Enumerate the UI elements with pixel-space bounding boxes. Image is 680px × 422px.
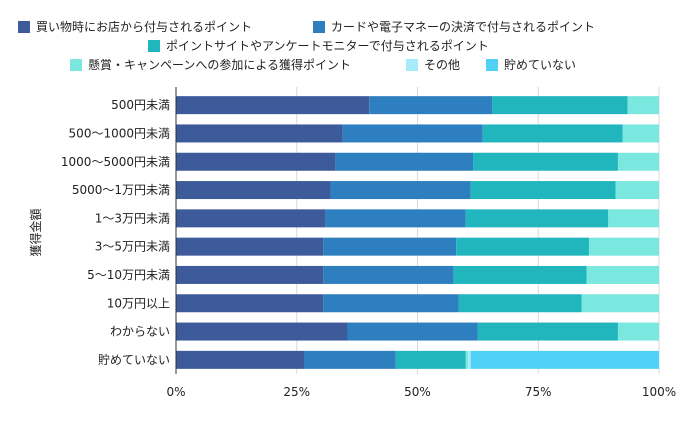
bar-segment [473,152,618,171]
bar-segment [176,322,348,341]
bar-segment [325,209,466,228]
category-label: 500円未満 [111,98,170,112]
category-label: 5000〜1万円未満 [72,183,170,197]
legend-label: ポイントサイトやアンケートモニターで付与されるポイント [166,39,489,53]
bar-segment [470,350,659,369]
bar-segment [477,322,618,341]
category-label: わからない [110,325,170,339]
bar-segment [323,294,459,313]
bar-segment [470,181,616,200]
category-label: 10万円以上 [107,296,170,310]
bar-segment [342,124,483,143]
bar-segment [303,350,396,369]
bar-segment [458,294,582,313]
legend-swatch [406,58,418,71]
bar-segment [323,265,454,284]
bar-segment [622,124,659,143]
category-label: 1〜3万円未満 [95,211,170,225]
bar-segment [176,265,324,284]
legend-item: ポイントサイトやアンケートモニターで付与されるポイント [148,37,489,54]
category-label: 500〜1000円未満 [69,126,170,140]
legend-swatch [148,39,160,52]
legend-swatch [486,58,498,71]
legend-label: 懸賞・キャンペーンへの参加による獲得ポイント [88,58,352,72]
bar-segment [465,350,469,369]
category-label: 3〜5万円未満 [95,240,170,254]
legend-label: その他 [424,58,461,72]
bar-segment [330,181,471,200]
bar-segment [456,237,589,256]
bar-segment [347,322,478,341]
bar-segment [468,350,471,369]
bar-segment [335,152,474,171]
bar-segment [586,265,659,284]
bar-segment [176,294,324,313]
bar-segment [176,152,336,171]
bar-segment [176,350,304,369]
x-tick-label: 100% [642,385,676,399]
bar-segment [176,209,326,228]
bar-segment [492,96,628,115]
x-tick-label: 0% [166,385,185,399]
legend-item: 買い物時にお店から付与されるポイント [18,18,252,35]
bar-segment [465,209,609,228]
bar-segment [588,237,659,256]
category-label: 1000〜5000円未満 [61,155,170,169]
y-axis-title: 獲得金額 [28,208,43,256]
x-tick-label: 50% [404,385,431,399]
legend-item: その他 [406,56,460,73]
bar-segment [176,124,343,143]
legend-label: 貯めていない [504,58,577,72]
bar-segment [323,237,457,256]
x-tick-label: 75% [525,385,552,399]
legend-swatch [18,20,30,33]
bar-segment [395,350,466,369]
legend-item: 貯めていない [486,56,576,73]
legend-item: カードや電子マネーの決済で付与されるポイント [313,18,595,35]
legend-label: 買い物時にお店から付与されるポイント [36,20,253,34]
legend-item: 懸賞・キャンペーンへの参加による獲得ポイント [70,56,351,73]
bar-segment [176,181,331,200]
bar-segment [581,294,659,313]
bar-segment [453,265,587,284]
legend-swatch [70,58,82,71]
bar-segment [615,181,659,200]
bar-segment [176,237,324,256]
bar-segment [627,96,659,115]
category-label: 貯めていない [98,353,170,367]
bar-segment [176,96,370,115]
category-label: 5〜10万円未満 [87,268,170,282]
bar-segment [608,209,659,228]
legend-label: カードや電子マネーの決済で付与されるポイント [331,20,596,34]
bar-segment [482,124,623,143]
bar-segment [617,322,659,341]
bar-segment [369,96,493,115]
x-tick-label: 25% [283,385,310,399]
bar-segment [617,152,659,171]
legend-swatch [313,20,325,33]
